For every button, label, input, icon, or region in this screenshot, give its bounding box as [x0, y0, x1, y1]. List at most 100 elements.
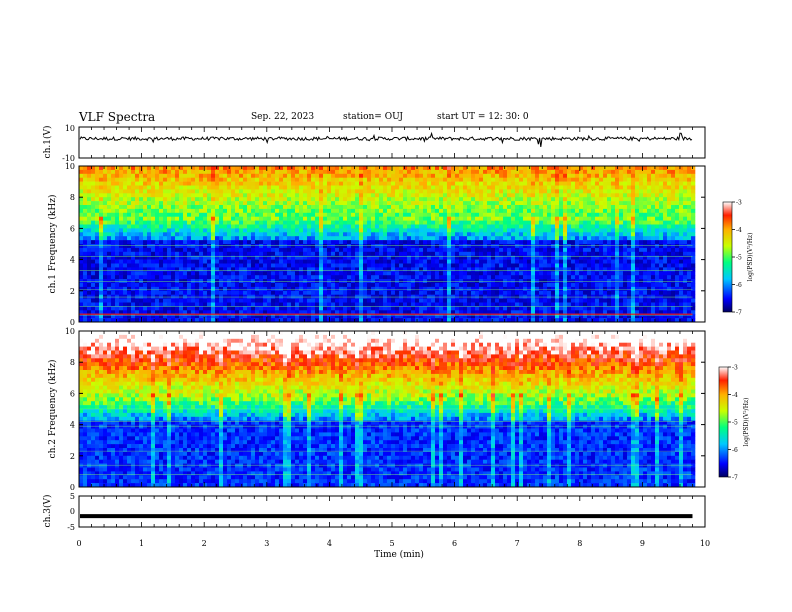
- spectrogram-cell: [483, 298, 488, 303]
- spectrogram-cell: [395, 185, 400, 190]
- spectrogram-cell: [347, 310, 352, 315]
- spectrogram-cell: [239, 189, 244, 194]
- spectrogram-cell: [483, 205, 488, 210]
- spectrogram-cell: [259, 232, 264, 237]
- spectrogram-cell: [387, 271, 392, 276]
- spectrogram-cell: [367, 181, 372, 186]
- spectrogram-cell: [367, 306, 372, 311]
- spectrogram-cell: [363, 197, 368, 202]
- spectrogram-cell: [455, 267, 460, 272]
- spectrogram-cell: [303, 310, 308, 315]
- spectrogram-cell: [327, 314, 332, 319]
- spectrogram-cell: [147, 220, 152, 225]
- spectrogram-cell: [347, 244, 352, 249]
- spectrogram-cell: [255, 193, 260, 198]
- spectrogram-cell: [175, 314, 180, 319]
- spectrogram-cell: [183, 244, 188, 249]
- spectrogram-cell: [123, 255, 128, 260]
- spectrogram-cell: [151, 205, 156, 210]
- spectrogram-cell: [539, 263, 544, 268]
- spectrogram-cell: [123, 177, 128, 182]
- spectrogram-cell: [123, 216, 128, 221]
- spectrogram-cell: [483, 302, 488, 307]
- spectrogram-cell: [147, 236, 152, 241]
- spectrogram-cell: [335, 310, 340, 315]
- spectrogram-cell: [155, 205, 160, 210]
- spectrogram-cell: [515, 251, 520, 256]
- spectrogram-cell: [271, 166, 276, 171]
- spectrogram-cell: [375, 220, 380, 225]
- spectrogram-cell: [483, 181, 488, 186]
- spectrogram-cell: [123, 189, 128, 194]
- spectrogram-cell: [475, 302, 480, 307]
- spectrogram-cell: [303, 290, 308, 295]
- spectrogram-cell: [279, 244, 284, 249]
- spectrogram-cell: [251, 298, 256, 303]
- spectrogram-cell: [459, 302, 464, 307]
- spectrogram-cell: [567, 318, 572, 323]
- spectrogram-cell: [455, 201, 460, 206]
- spectrogram-cell: [291, 232, 296, 237]
- spectrogram-cell: [519, 306, 524, 311]
- spectrogram-cell: [559, 267, 564, 272]
- spectrogram-cell: [331, 283, 336, 288]
- spectrogram-cell: [107, 290, 112, 295]
- spectrogram-cell: [307, 216, 312, 221]
- spectrogram-cell: [335, 298, 340, 303]
- spectrogram-cell: [287, 267, 292, 272]
- spectrogram-cell: [431, 290, 436, 295]
- spectrogram-cell: [459, 224, 464, 229]
- spectrogram-cell: [523, 318, 528, 323]
- spectrogram-cell: [191, 185, 196, 190]
- spectrogram-cell: [315, 283, 320, 288]
- spectrogram-cell: [511, 216, 516, 221]
- spectrogram-cell: [187, 247, 192, 253]
- spectrogram-cell: [503, 314, 508, 319]
- spectrogram-cell: [311, 271, 316, 276]
- spectrogram-cell: [183, 193, 188, 198]
- spectrogram-cell: [267, 173, 272, 178]
- spectrogram-cell: [523, 228, 528, 233]
- spectrogram-cell: [87, 310, 92, 315]
- spectrogram-cell: [531, 216, 536, 221]
- spectrogram-cell: [359, 193, 364, 198]
- spectrogram-cell: [395, 197, 400, 202]
- spectrogram-cell: [91, 306, 96, 311]
- spectrogram-cell: [499, 244, 504, 249]
- spectrogram-cell: [275, 177, 280, 182]
- spectrogram-cell: [135, 302, 140, 307]
- spectrogram-cell: [251, 318, 256, 323]
- spectrogram-cell: [571, 263, 576, 268]
- spectrogram-cell: [459, 216, 464, 221]
- spectrogram-cell: [475, 306, 480, 311]
- spectrogram-cell: [303, 318, 308, 323]
- spectrogram-cell: [315, 185, 320, 190]
- spectrogram-cell: [383, 166, 388, 171]
- spectrogram-cell: [427, 251, 432, 256]
- spectrogram-cell: [159, 255, 164, 260]
- spectrogram-cell: [147, 173, 152, 178]
- spectrogram-cell: [123, 310, 128, 315]
- spectrogram-cell: [451, 177, 456, 182]
- spectrogram-cell: [271, 290, 276, 295]
- spectrogram-cell: [79, 181, 84, 186]
- spectrogram-cell: [547, 177, 552, 182]
- spectrogram-cell: [343, 298, 348, 303]
- spectrogram-cell: [123, 169, 128, 175]
- spectrogram-cell: [287, 244, 292, 249]
- spectrogram-cell: [563, 208, 568, 214]
- spectrogram-cell: [211, 240, 216, 245]
- spectrogram-cell: [235, 212, 240, 217]
- spectrogram-cell: [115, 244, 120, 249]
- spectrogram-cell: [503, 205, 508, 210]
- spectrogram-cell: [499, 318, 504, 323]
- spectrogram-cell: [167, 240, 172, 245]
- spectrogram-cell: [187, 263, 192, 268]
- spectrogram-cell: [563, 236, 568, 241]
- spectrogram-cell: [87, 232, 92, 237]
- spectrogram-cell: [407, 197, 412, 202]
- spectrogram-cell: [427, 173, 432, 178]
- spectrogram-cell: [287, 247, 292, 253]
- spectrogram-cell: [451, 212, 456, 217]
- spectrogram-cell: [379, 205, 384, 210]
